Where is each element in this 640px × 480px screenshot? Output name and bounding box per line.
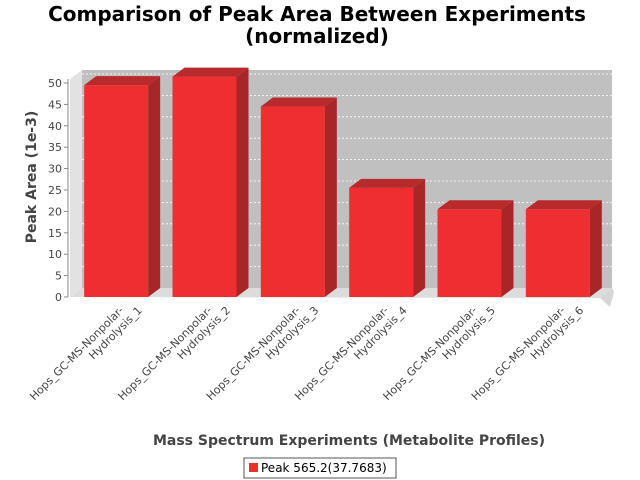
bar [260, 97, 337, 297]
legend-swatch [249, 463, 258, 472]
bar-top [84, 76, 161, 86]
bar-top [349, 178, 426, 188]
bar-side [148, 76, 161, 297]
bar-top [172, 67, 249, 77]
y-axis-label: Peak Area (1e-3) [24, 111, 40, 244]
y-tick-label: 15 [48, 227, 62, 240]
y-tick-label: 0 [55, 291, 62, 304]
plot-area [70, 70, 614, 307]
bar-side [413, 178, 426, 297]
y-tick-label: 40 [48, 120, 62, 133]
bar [84, 76, 161, 297]
bar-side [324, 97, 337, 297]
y-tick-label: 5 [55, 270, 62, 283]
bar-side [589, 200, 602, 297]
legend-box [243, 457, 397, 479]
bar-front [172, 76, 237, 297]
legend-label: Peak 565.2(37.7683) [261, 461, 387, 475]
chart-title-line1: Comparison of Peak Area Between Experime… [48, 2, 586, 26]
x-axis-label: Mass Spectrum Experiments (Metabolite Pr… [153, 433, 545, 449]
y-tick-label: 50 [48, 77, 62, 90]
bar-top [525, 200, 602, 210]
bar-side [501, 200, 514, 297]
bar-front [349, 187, 414, 297]
bar-front [437, 209, 502, 297]
y-tick-label: 25 [48, 184, 62, 197]
bar-top [260, 97, 337, 107]
plot-left-wall [70, 70, 82, 297]
legend: Peak 565.2(37.7683) [243, 457, 397, 479]
y-tick-label: 45 [48, 98, 62, 111]
chart-title-line2: (normalized) [245, 24, 389, 48]
x-axis-categories: Hops_GC-MS-Nonpolar-Hydrolysis_1Hops_GC-… [27, 304, 586, 403]
bar [525, 200, 602, 297]
bar-front [525, 209, 590, 297]
y-tick-label: 35 [48, 141, 62, 154]
y-tick-label: 30 [48, 163, 62, 176]
gridlines [82, 73, 612, 268]
y-tick-label: 20 [48, 205, 62, 218]
plot-floor-edge [600, 288, 614, 307]
bar-front [84, 85, 149, 297]
y-tick-label: 10 [48, 248, 62, 261]
bar-side [236, 67, 249, 297]
bar [349, 178, 426, 297]
plot-back-wall [82, 70, 612, 288]
bar [172, 67, 249, 297]
y-axis: 0 5 10 15 20 25 30 35 40 45 50 [48, 77, 69, 304]
bar-front [260, 106, 325, 297]
x-category-label-line: Hops_GC-MS-Nonpolar- [27, 304, 126, 403]
bars [84, 67, 602, 297]
bar-top [437, 200, 514, 210]
bar [437, 200, 514, 297]
